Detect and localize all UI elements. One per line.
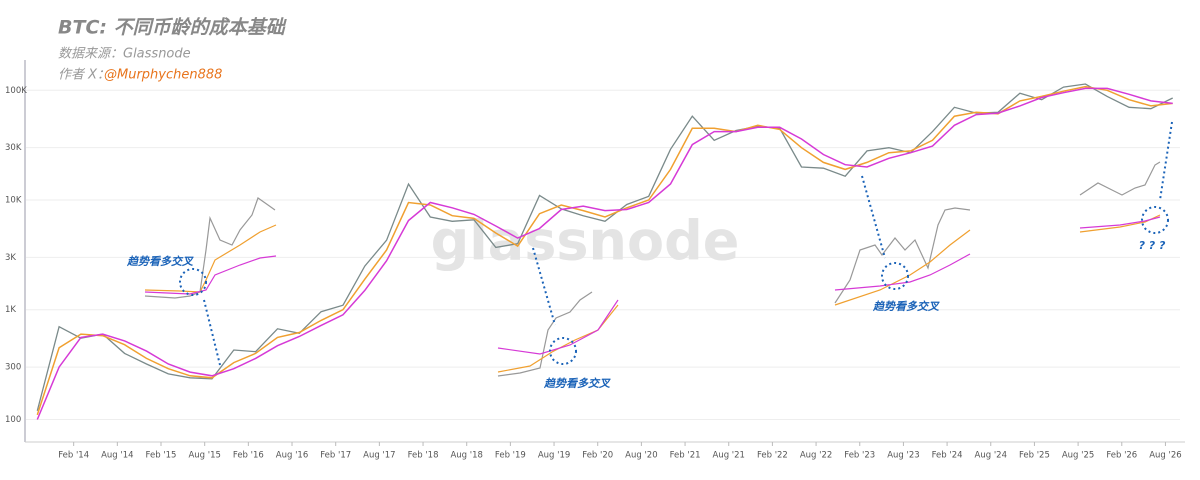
arrow [1159, 121, 1173, 201]
y-tick-label: 100 [5, 415, 21, 425]
x-tick-label: Feb '17 [320, 451, 351, 461]
inset-magenta [1079, 216, 1161, 229]
watermark: glassnode [431, 210, 740, 273]
x-tick-label: Aug '16 [276, 451, 308, 461]
y-tick-label: 10K [5, 196, 22, 206]
x-tick-label: Feb '15 [146, 451, 177, 461]
x-tick-label: Aug '26 [1149, 451, 1181, 461]
cross-circle [881, 262, 909, 290]
x-tick-label: Aug '20 [625, 451, 657, 461]
x-tick-label: Feb '26 [1106, 451, 1137, 461]
arrow [861, 175, 886, 259]
chart-title: BTC: 不同币龄的成本基础 [58, 17, 288, 39]
author: @Murphychen888 [104, 68, 222, 83]
author-prefix: 作者 X： [58, 68, 110, 83]
x-tick-label: Aug '18 [450, 451, 482, 461]
y-tick-label: 1K [5, 305, 16, 315]
series-line [36, 85, 1173, 416]
x-tick-label: Aug '22 [800, 451, 832, 461]
x-tick-label: Aug '14 [101, 451, 133, 461]
y-tick-label: 30K [5, 143, 22, 153]
inset-price [144, 197, 276, 299]
inset-price [834, 207, 971, 304]
inset-orange [1079, 214, 1161, 233]
x-tick-label: Feb '16 [233, 451, 264, 461]
annotation: 趋势看多交叉 [872, 300, 940, 313]
x-tick-label: Feb '19 [495, 451, 526, 461]
inset-magenta [144, 255, 277, 295]
x-tick-label: Feb '23 [844, 451, 875, 461]
x-tick-label: Aug '24 [975, 451, 1007, 461]
inset-orange [834, 229, 971, 306]
cross-circle [179, 268, 207, 296]
x-tick-label: Feb '18 [408, 451, 439, 461]
inset-magenta [497, 299, 619, 355]
cross-circle [1141, 206, 1169, 234]
x-tick-label: Aug '17 [363, 451, 395, 461]
subtitle: 数据来源：Glassnode [58, 47, 191, 62]
x-tick-label: Aug '21 [713, 451, 745, 461]
inset-price [1079, 161, 1161, 196]
y-tick-label: 300 [5, 363, 21, 373]
x-tick-label: Aug '15 [188, 451, 220, 461]
annotation: ? ? ? [1139, 239, 1166, 252]
y-tick-label: 3K [5, 253, 16, 263]
inset-magenta [834, 253, 971, 291]
x-tick-label: Feb '22 [757, 451, 788, 461]
x-tick-label: Aug '19 [538, 451, 570, 461]
annotation: 趋势看多交叉 [543, 377, 611, 390]
annotation: 趋势看多交叉 [126, 255, 194, 268]
inset-price [497, 291, 593, 377]
x-tick-label: Feb '21 [670, 451, 701, 461]
x-tick-label: Feb '24 [932, 451, 963, 461]
y-tick-label: 100K [5, 86, 27, 96]
x-tick-label: Feb '14 [58, 451, 89, 461]
cross-circle [549, 337, 577, 365]
x-tick-label: Aug '23 [887, 451, 919, 461]
x-tick-label: Aug '25 [1062, 451, 1094, 461]
series-line [36, 87, 1173, 420]
arrow [532, 247, 556, 326]
arrow [203, 299, 221, 366]
x-tick-label: Feb '25 [1019, 451, 1050, 461]
callouts [179, 121, 1173, 366]
x-tick-label: Feb '20 [582, 451, 613, 461]
